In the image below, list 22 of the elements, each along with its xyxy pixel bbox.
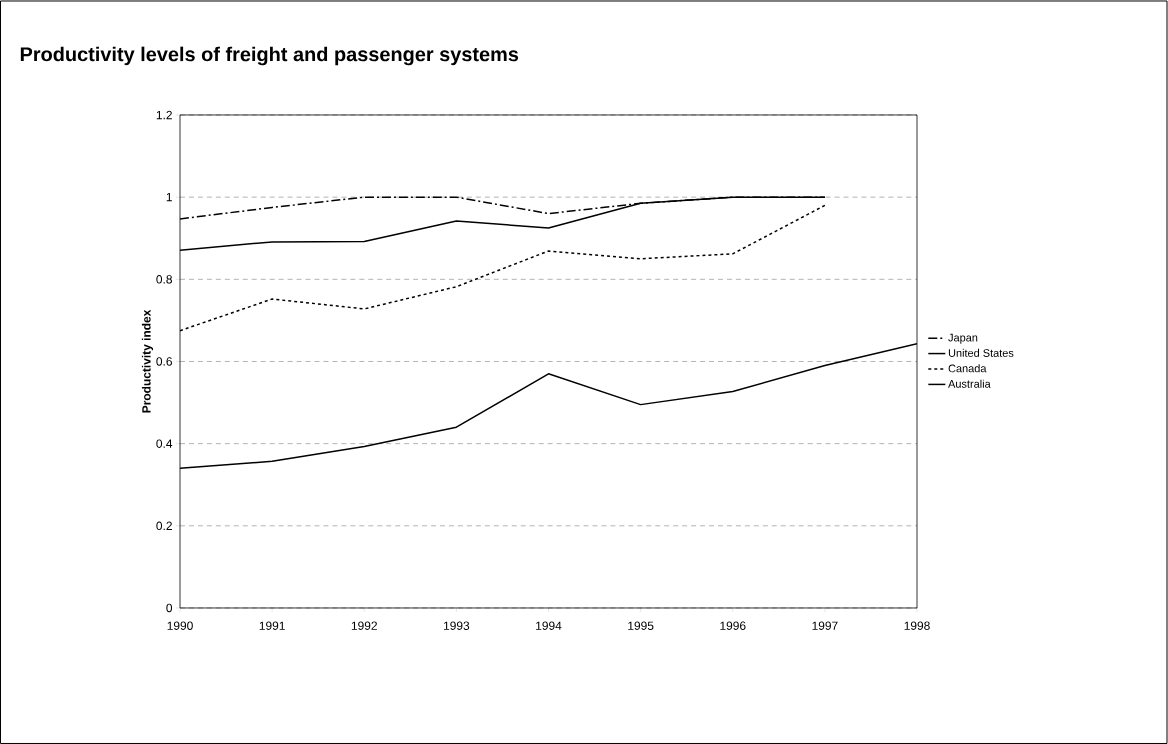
y-tick-label: 1 [166,193,172,202]
x-tick-label: 1998 [904,621,930,630]
x-tick-label: 1997 [812,621,838,630]
x-tick-label: 1990 [167,621,193,630]
x-tick-label: 1994 [536,621,562,630]
y-tick-label: 0.2 [156,521,172,531]
y-tick-label: 0.6 [156,357,172,366]
y-tick-label: 1.2 [156,110,172,120]
legend-label: Australia [948,379,991,388]
legend-label: United States [948,348,1014,357]
x-tick-label: 1995 [628,621,654,630]
x-tick-label: 1992 [351,621,377,630]
legend-label: Japan [948,333,978,344]
y-tick-label: 0 [166,603,173,613]
legend-label: Canada [948,364,987,373]
x-tick-label: 1996 [720,621,746,630]
chart-title: Productivity levels of freight and passenger systems [20,46,519,66]
x-tick-label: 1991 [259,621,285,630]
y-tick-label: 0.4 [156,439,173,448]
y-axis-title: Productivity index [141,309,154,413]
y-tick-label: 0.8 [156,275,172,284]
x-tick-label: 1993 [443,621,470,630]
